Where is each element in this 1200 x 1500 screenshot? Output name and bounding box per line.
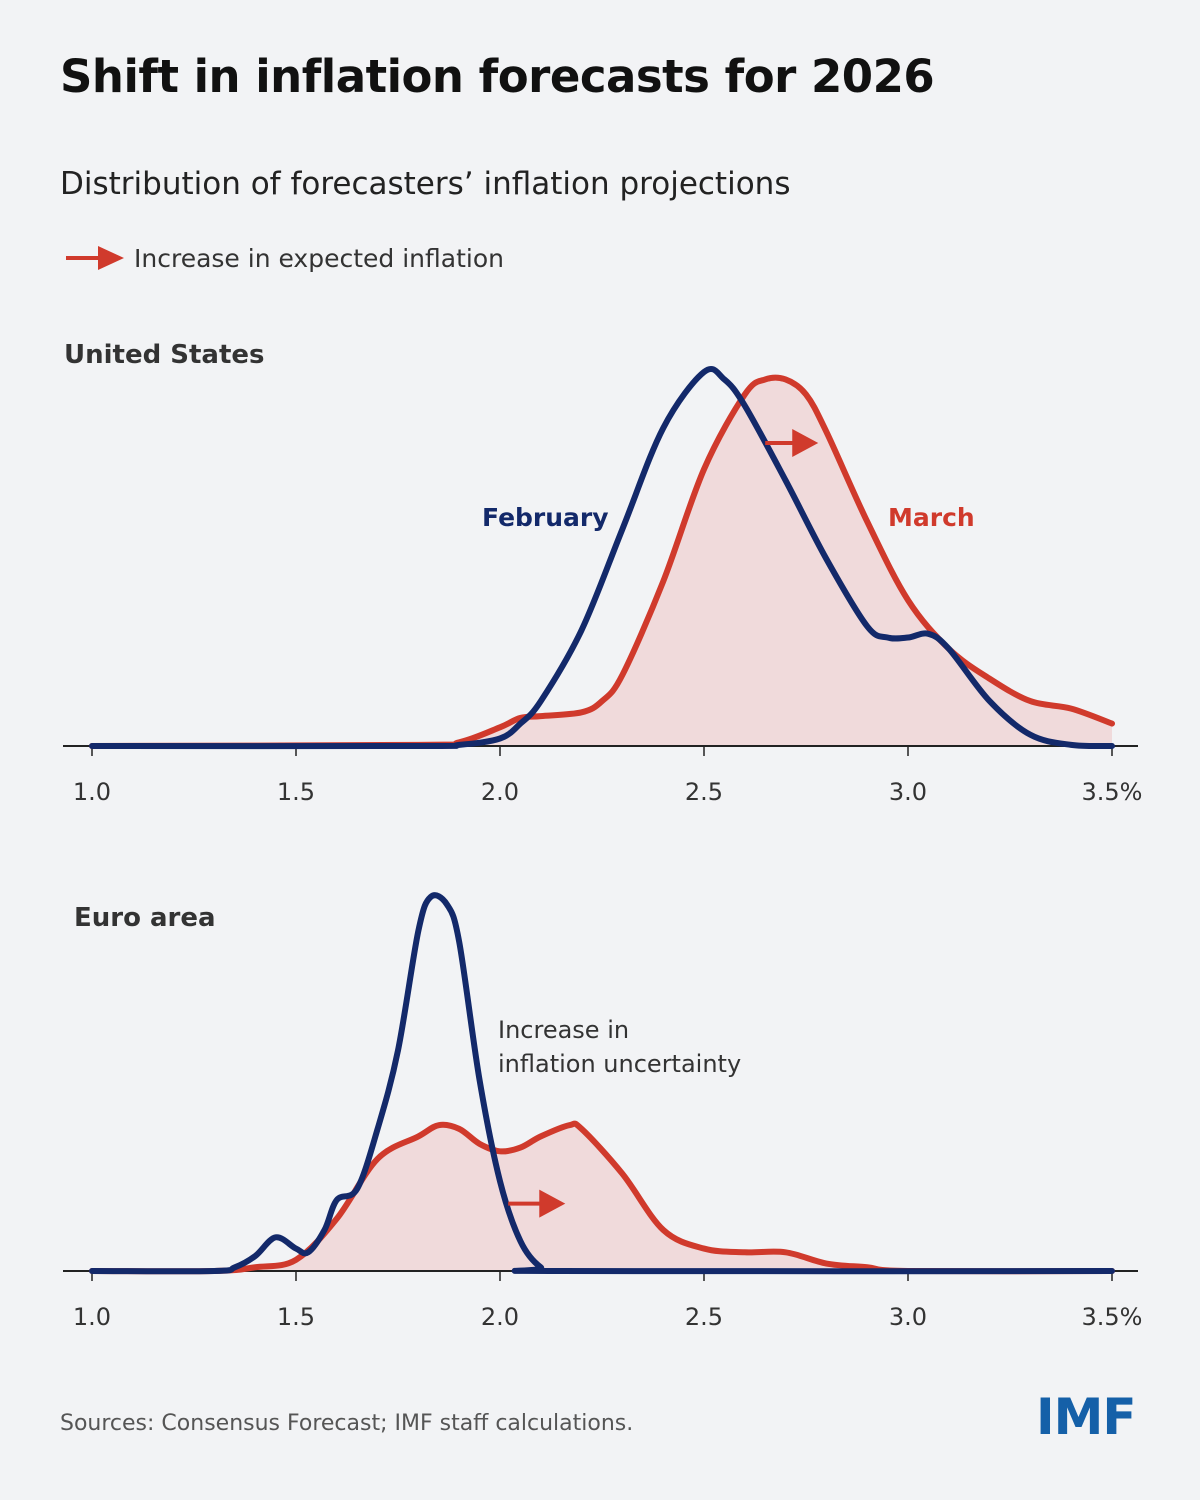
x-tick-label: 3.5% bbox=[1082, 778, 1143, 806]
x-tick-label: 3.5% bbox=[1082, 1303, 1143, 1331]
x-tick-label: 1.5 bbox=[277, 778, 315, 806]
shift-arrow-icon bbox=[765, 429, 819, 458]
x-tick-label: 1.5 bbox=[277, 1303, 315, 1331]
euro-panel-title: Euro area bbox=[74, 903, 216, 933]
legend-label: Increase in expected inflation bbox=[134, 243, 504, 273]
euro-chart: 1.0 1.5 2.0 2.5 3.0 3.5% bbox=[63, 892, 1143, 1331]
february-line bbox=[89, 365, 1115, 750]
red-right-arrow-icon bbox=[66, 246, 124, 270]
march-area-fill bbox=[92, 377, 1112, 746]
february-line bbox=[89, 892, 1115, 1275]
x-tick-label: 3.0 bbox=[889, 778, 927, 806]
imf-logo: IMF bbox=[1036, 1388, 1137, 1446]
x-tick-label: 2.0 bbox=[481, 778, 519, 806]
shift-arrow-icon bbox=[508, 1189, 566, 1218]
x-tick-label: 2.5 bbox=[685, 1303, 723, 1331]
chart-title: Shift in inflation forecasts for 2026 bbox=[60, 50, 935, 103]
x-tick-label: 1.0 bbox=[73, 1303, 111, 1331]
chart-subtitle: Distribution of forecasters’ inflation p… bbox=[60, 166, 791, 202]
legend: Increase in expected inflation bbox=[64, 243, 504, 273]
x-tick-label: 2.0 bbox=[481, 1303, 519, 1331]
uncertainty-annotation: Increase in inflation uncertainty bbox=[498, 1013, 741, 1081]
march-label: March bbox=[888, 503, 975, 532]
x-tick-label: 3.0 bbox=[889, 1303, 927, 1331]
us-chart: 1.0 1.5 2.0 2.5 3.0 3.5% bbox=[63, 365, 1143, 806]
x-tick-label: 1.0 bbox=[73, 778, 111, 806]
x-tick-label: 2.5 bbox=[685, 778, 723, 806]
source-note: Sources: Consensus Forecast; IMF staff c… bbox=[60, 1411, 634, 1436]
february-label: February bbox=[482, 503, 609, 532]
march-area-fill bbox=[92, 1123, 1112, 1272]
annotation-line-2: inflation uncertainty bbox=[498, 1050, 742, 1078]
us-panel-title: United States bbox=[64, 340, 265, 370]
annotation-line-1: Increase in bbox=[498, 1016, 630, 1044]
